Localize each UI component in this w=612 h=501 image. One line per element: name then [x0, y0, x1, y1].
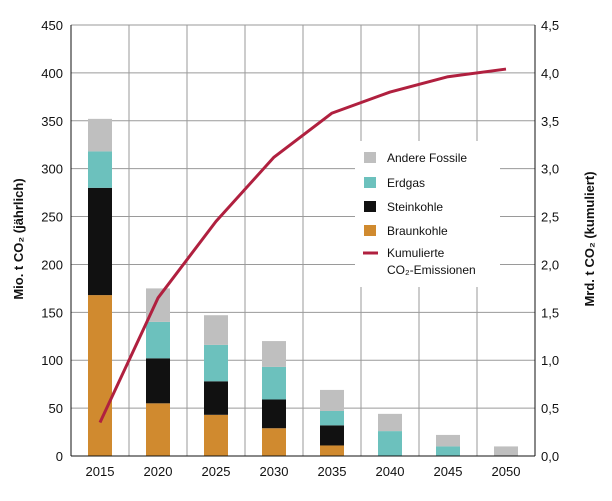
x-tick-label: 2030	[260, 464, 289, 479]
bar-erdgas-2040	[378, 431, 402, 456]
y-tick-label-right: 1,0	[541, 353, 559, 368]
x-tick-label: 2020	[144, 464, 173, 479]
cumulative-line-layer	[98, 67, 507, 424]
bar-andere-fossile-2015	[88, 118, 112, 152]
x-tick-label: 2040	[376, 464, 405, 479]
bar-braunkohle-2030	[262, 428, 286, 456]
legend-swatch-andere-fossile	[364, 152, 376, 163]
legend-label-steinkohle: Steinkohle	[387, 200, 443, 214]
y-tick-label-left: 200	[41, 257, 63, 272]
x-tick-label: 2035	[318, 464, 347, 479]
legend-label-braunkohle: Braunkohle	[387, 224, 448, 238]
y-tick-label-left: 250	[41, 210, 63, 225]
bar-erdgas-2045	[436, 446, 460, 456]
y-tick-label-right: 4,0	[541, 66, 559, 81]
tick-labels: 0 50 100 150 200 250 300 350 400 450 0,0 0,5 1,0 1,5 2…	[41, 18, 559, 479]
bar-erdgas-2025	[204, 344, 228, 382]
bar-erdgas-2015	[88, 151, 112, 188]
legend-swatch-erdgas	[364, 177, 376, 188]
y-tick-label-left: 350	[41, 114, 63, 129]
x-tick-label: 2025	[202, 464, 231, 479]
y-tick-label-right: 0,5	[541, 401, 559, 416]
bar-erdgas-2035	[320, 410, 344, 426]
line-kumulierte-co2-emissionen	[98, 67, 507, 424]
bar-braunkohle-2025	[204, 414, 228, 456]
bar-steinkohle-2035	[320, 425, 344, 446]
x-tick-label: 2045	[434, 464, 463, 479]
y-axis-title-right: Mrd. t CO₂ (kumuliert)	[582, 171, 597, 306]
bar-braunkohle-2015	[88, 295, 112, 456]
bar-steinkohle-2025	[204, 381, 228, 415]
y-tick-label-left: 100	[41, 353, 63, 368]
bar-andere-fossile-2035	[320, 389, 344, 411]
legend: Andere Fossile Erdgas Steinkohle Braunko…	[355, 141, 500, 287]
bar-steinkohle-2020	[146, 358, 170, 404]
y-tick-label-right: 3,5	[541, 114, 559, 129]
legend-box	[355, 141, 500, 287]
y-tick-label-right: 2,5	[541, 210, 559, 225]
bar-braunkohle-2020	[146, 403, 170, 456]
x-tick-label: 2015	[86, 464, 115, 479]
y-axis-title-left: Mio. t CO₂ (jährlich)	[11, 178, 26, 299]
bar-braunkohle-2035	[320, 445, 344, 456]
bar-andere-fossile-2025	[204, 315, 228, 345]
bar-andere-fossile-2045	[436, 434, 460, 447]
y-tick-label-right: 3,0	[541, 162, 559, 177]
legend-label-kumulierte: Kumulierte	[387, 246, 445, 260]
legend-label-andere-fossile: Andere Fossile	[387, 151, 467, 165]
bar-steinkohle-2030	[262, 399, 286, 429]
bar-andere-fossile-2030	[262, 341, 286, 367]
bar-erdgas-2030	[262, 366, 286, 400]
y-tick-label-left: 0	[56, 449, 63, 464]
axes	[70, 25, 536, 457]
legend-label-co2-emissionen: CO₂-Emissionen	[387, 263, 476, 277]
bar-andere-fossile-2050	[494, 446, 518, 456]
y-tick-label-right: 4,5	[541, 18, 559, 33]
legend-swatch-steinkohle	[364, 201, 376, 212]
y-tick-label-left: 400	[41, 66, 63, 81]
y-tick-label-right: 0,0	[541, 449, 559, 464]
y-tick-label-left: 300	[41, 162, 63, 177]
bar-erdgas-2020	[146, 321, 170, 359]
legend-label-erdgas: Erdgas	[387, 176, 425, 190]
legend-swatch-braunkohle	[364, 225, 376, 236]
y-tick-label-left: 150	[41, 305, 63, 320]
y-tick-label-right: 2,0	[541, 257, 559, 272]
y-tick-label-right: 1,5	[541, 305, 559, 320]
y-tick-label-left: 450	[41, 18, 63, 33]
bar-steinkohle-2015	[88, 187, 112, 296]
y-tick-label-left: 50	[49, 401, 63, 416]
bar-andere-fossile-2040	[378, 413, 402, 432]
x-tick-label: 2050	[492, 464, 521, 479]
